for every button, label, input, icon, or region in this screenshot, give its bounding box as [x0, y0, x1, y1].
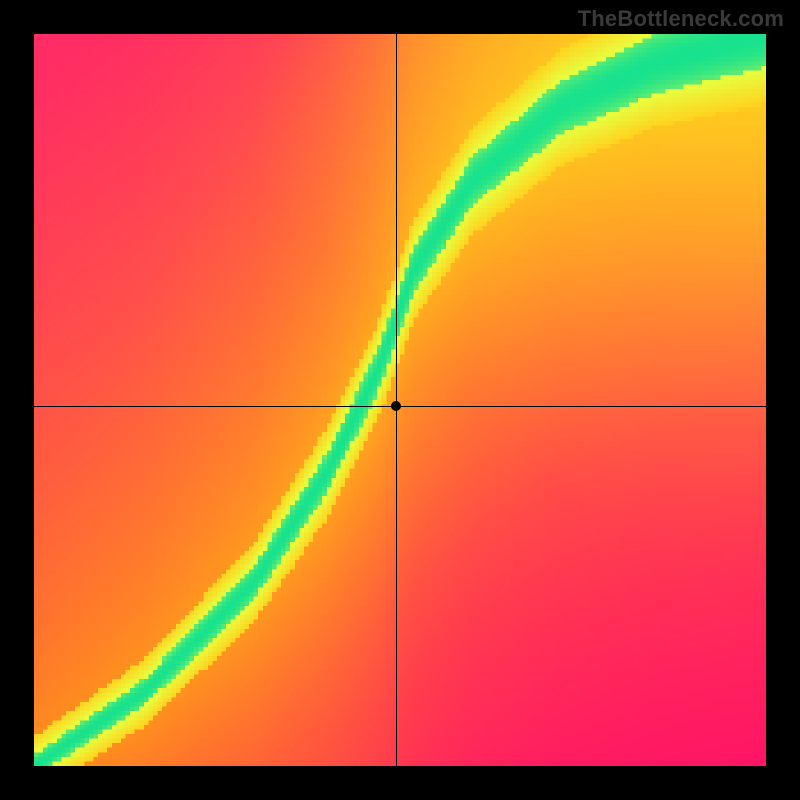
watermark-text: TheBottleneck.com	[578, 6, 784, 32]
heatmap-plot	[34, 34, 766, 766]
heatmap-canvas	[34, 34, 766, 766]
crosshair-marker	[391, 401, 401, 411]
